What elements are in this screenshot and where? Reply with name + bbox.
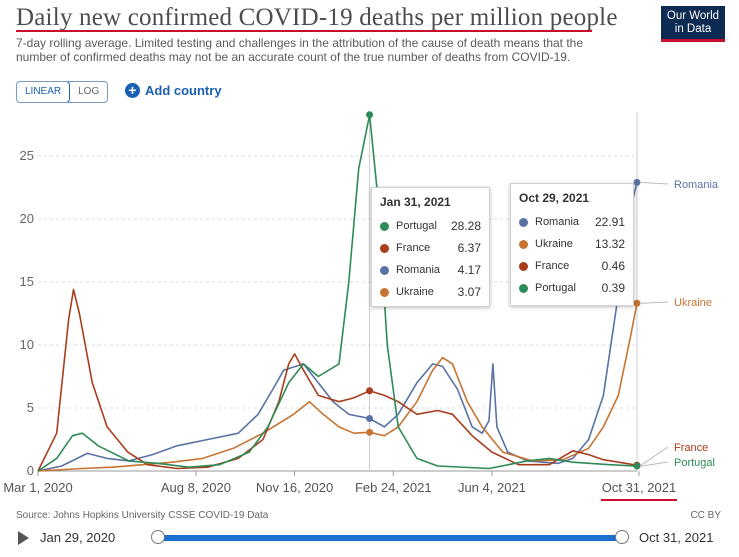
chart-title: Daily new confirmed COVID-19 deaths per … [16,4,618,31]
tooltip-series-value: 28.28 [450,219,481,233]
tooltip-date: Jan 31, 2021 [380,195,451,209]
y-tick-label: 15 [20,274,34,289]
tooltip-series-value: 3.07 [457,285,481,299]
add-country-label: Add country [145,83,222,98]
series-line-ukraine[interactable] [37,303,638,472]
series-line-romania[interactable] [37,182,638,472]
tooltip-row: Portugal 28.28 [380,215,481,237]
logo-accent-bar [661,39,725,42]
y-tick-label: 10 [20,337,34,352]
hover-point-ukraine [366,428,374,436]
logo-line-2: in Data [674,23,712,35]
source-note: Source: Johns Hopkins University CSSE CO… [16,510,269,521]
tooltip-series-name: France [535,260,570,272]
tooltip-series-name: Ukraine [535,238,573,250]
series-line-france[interactable] [37,288,638,472]
x-tick-label: Aug 8, 2020 [161,480,231,495]
end-label-connector [640,181,669,185]
tooltip-series-value: 22.91 [594,215,625,229]
log-scale-button[interactable]: LOG [78,86,100,97]
tooltip-row: France 6.37 [380,237,481,259]
timeline-start-handle[interactable] [151,530,165,544]
tooltip-row: Romania 4.17 [380,259,481,281]
hover-layer [369,112,638,471]
timeline-end-label: Oct 31, 2021 [639,530,714,545]
hover-point-france [366,387,374,395]
tooltip-date: Oct 29, 2021 [519,191,590,205]
linear-scale-button[interactable]: LINEAR [17,82,71,102]
chart-subtitle: 7-day rolling average. Limited testing a… [16,36,584,64]
legend-dot [519,239,528,249]
y-tick-label: 25 [20,148,34,163]
end-label-connector [640,301,669,304]
tooltip-series-value: 13.32 [594,237,625,251]
y-tick-label: 20 [20,211,34,226]
tooltip-series-value: 6.37 [457,241,481,255]
series-line-portugal[interactable] [37,114,638,472]
tooltip-series-value: 0.46 [601,259,625,273]
tooltip-row: Ukraine 3.07 [380,281,481,303]
x-tick-label: Feb 24, 2021 [355,480,432,495]
legend-dot [380,243,389,253]
end-label-connector [640,461,669,467]
series-end-label-ukraine[interactable]: Ukraine [674,297,712,309]
timeline-start-label: Jan 29, 2020 [40,530,116,545]
tooltip-series-name: Romania [396,264,441,276]
tooltip-oct-29: Oct 29, 2021 Romania 22.91 Ukraine 13.32 Fra… [510,183,634,306]
series-end-point-portugal[interactable] [633,462,641,470]
tooltip-row: Portugal 0.39 [519,277,625,299]
end-label-connector [640,446,669,466]
legend-dot [380,221,389,231]
tooltip-series-value: 4.17 [457,263,481,277]
scale-toggle: LINEAR LOG [16,81,109,103]
legend-dot [519,261,528,271]
y-tick-label: 5 [27,400,34,415]
legend-dot [519,217,528,227]
tooltip-series-value: 0.39 [601,281,625,295]
tooltip-jan-31: Jan 31, 2021 Portugal 28.28 France 6.37 Roma… [371,187,490,307]
tooltip-series-name: Romania [535,216,580,228]
series-end-point-romania[interactable] [633,178,641,186]
series-end-label-france[interactable]: France [674,442,708,454]
license-link[interactable]: CC BY [690,510,721,521]
play-icon[interactable] [18,531,29,545]
hover-point-romania [366,414,374,422]
x-tick-label: Mar 1, 2020 [3,480,72,495]
series-layer [37,111,641,472]
y-tick-label: 0 [27,463,34,478]
tooltip-row: Ukraine 13.32 [519,233,625,255]
tooltip-series-name: Portugal [396,220,437,232]
x-tick-label: Nov 16, 2020 [256,480,333,495]
legend-dot [380,265,389,275]
timeline-selected-range [158,535,622,541]
tooltip-series-name: Ukraine [396,286,434,298]
x-tick-label: Jun 4, 2021 [458,480,526,495]
tooltip-row: France 0.46 [519,255,625,277]
timeline: Jan 29, 2020 Oct 31, 2021 [0,528,739,550]
x-tick-label: Oct 31, 2021 [602,480,676,495]
tooltip-series-name: France [396,242,431,254]
legend-dot [380,287,389,297]
series-end-point-ukraine[interactable] [633,299,641,307]
series-end-label-romania[interactable]: Romania [674,179,719,191]
hover-point-portugal [366,111,374,119]
owid-logo[interactable]: Our World in Data [661,6,725,42]
timeline-end-handle[interactable] [615,530,629,544]
add-country-button[interactable]: + Add country [125,83,222,98]
label-layer: Romania Ukraine France Portugal [640,179,719,469]
tooltip-series-name: Portugal [535,282,576,294]
tooltip-row: Romania 22.91 [519,211,625,233]
legend-dot [519,283,528,293]
plus-circle-icon: + [125,83,140,98]
series-end-label-portugal[interactable]: Portugal [674,457,715,469]
logo-line-1: Our World [666,10,720,22]
